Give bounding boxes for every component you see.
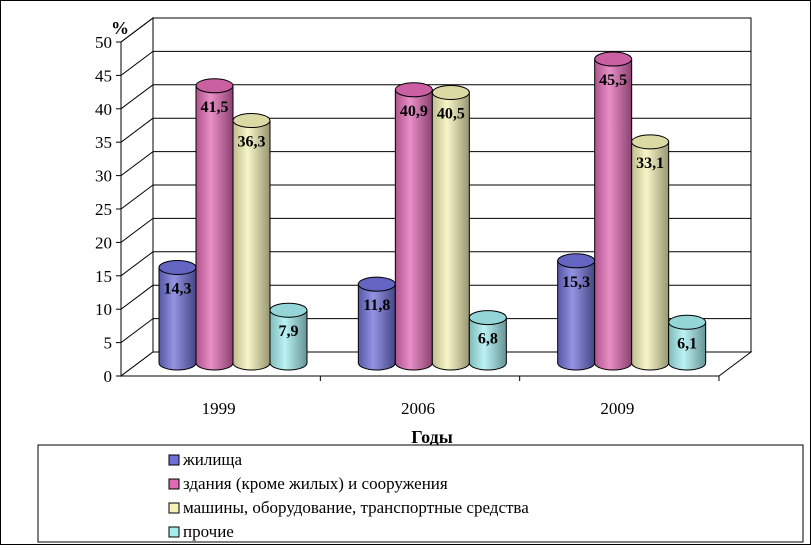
- bar-body: [668, 321, 707, 371]
- bar-top: [594, 51, 633, 67]
- bar-top: [232, 113, 271, 129]
- legend-label: здания (кроме жилых) и сооружения: [183, 474, 448, 493]
- legend-label: жилища: [182, 450, 243, 469]
- x-tick-label: 1999: [202, 399, 236, 418]
- y-axis: 0 5 10 15 20 25 30 35 40 45 50: [95, 33, 122, 386]
- bar-1999-2: [232, 113, 271, 371]
- gridline-side: [120, 318, 154, 344]
- data-label: 40,5: [437, 105, 465, 122]
- bar-body: [232, 120, 271, 371]
- y-tick-label: 25: [95, 200, 112, 219]
- legend-swatch: [168, 526, 180, 538]
- x-tick-label: 2006: [401, 399, 435, 418]
- gridline-side: [120, 84, 154, 110]
- y-tick-label: 40: [95, 100, 112, 119]
- bar-2006-3: [468, 310, 507, 371]
- bar-1999-1: [195, 78, 234, 371]
- data-label: 36,3: [238, 134, 266, 151]
- legend-box: [37, 444, 804, 543]
- bar-top: [195, 78, 234, 94]
- data-label: 40,9: [400, 103, 428, 120]
- gridline-side: [120, 251, 154, 277]
- data-label: 41,5: [201, 99, 229, 116]
- bar-top: [557, 253, 596, 269]
- bar-body: [631, 141, 670, 371]
- bar-top: [431, 84, 470, 100]
- legend: жилища здания (кроме жилых) и сооружения м…: [168, 450, 529, 541]
- bar-top: [668, 314, 707, 330]
- gridline-side: [120, 117, 154, 143]
- bar-2006-1: [394, 82, 433, 371]
- gridline-side: [120, 184, 154, 210]
- bar-top: [631, 134, 670, 150]
- y-tick-label: 0: [104, 367, 113, 386]
- legend-swatch: [168, 454, 180, 466]
- x-tick-label: 2009: [600, 399, 634, 418]
- bar-2009-0: [557, 253, 596, 371]
- x-axis-title: Годы: [411, 427, 453, 447]
- legend-swatch: [168, 478, 180, 490]
- y-tick-label: 50: [95, 33, 112, 52]
- legend-swatch: [168, 502, 180, 514]
- bar-body: [594, 58, 633, 371]
- bar-body: [468, 317, 507, 371]
- y-tick-label: 5: [104, 334, 113, 353]
- y-tick-label: 30: [95, 167, 112, 186]
- bar-2009-1: [594, 51, 633, 371]
- data-label: 33,1: [636, 155, 664, 172]
- bar-body: [269, 309, 308, 371]
- y-tick-label: 35: [95, 133, 112, 152]
- gridline-side: [120, 284, 154, 310]
- data-label: 15,3: [562, 274, 590, 291]
- bar-top: [468, 310, 507, 326]
- y-tick-label: 20: [95, 233, 112, 252]
- y-tick-label: 45: [95, 66, 112, 85]
- bar-1999-0: [158, 259, 197, 371]
- bar-1999-3: [269, 302, 308, 371]
- legend-label: машины, оборудование, транспортные средс…: [183, 498, 529, 517]
- gridline-side: [120, 51, 154, 76]
- data-labels: 14,3 41,5 36,3 7,9 11,8 40,9 40,5 6,8 15,3 45,5 33…: [164, 72, 698, 352]
- bar-2006-2: [431, 84, 470, 371]
- data-label: 6,8: [478, 331, 498, 348]
- gridline-side: [120, 217, 154, 243]
- data-label: 11,8: [363, 297, 390, 314]
- y-tick-label: 15: [95, 267, 112, 286]
- y-axis-unit: %: [111, 18, 129, 38]
- bar-top: [269, 302, 308, 318]
- gridline-side: [120, 17, 154, 43]
- bar-top: [394, 82, 433, 98]
- data-label: 14,3: [164, 280, 192, 297]
- bar-top: [158, 259, 197, 275]
- bar-body: [394, 89, 433, 371]
- data-label: 7,9: [279, 323, 299, 340]
- bar-body: [431, 91, 470, 371]
- legend-label: прочие: [183, 522, 234, 541]
- bar-2006-0: [357, 276, 396, 371]
- gridline-side: [120, 151, 154, 177]
- bar-top: [357, 276, 396, 292]
- y-tick-label: 10: [95, 300, 112, 319]
- bar-series: [158, 51, 707, 371]
- bar-body: [195, 85, 234, 371]
- data-label: 6,1: [677, 335, 697, 352]
- x-axis: 1999 2006 2009: [121, 375, 720, 418]
- data-label: 45,5: [599, 72, 627, 89]
- bar-2009-3: [668, 314, 707, 371]
